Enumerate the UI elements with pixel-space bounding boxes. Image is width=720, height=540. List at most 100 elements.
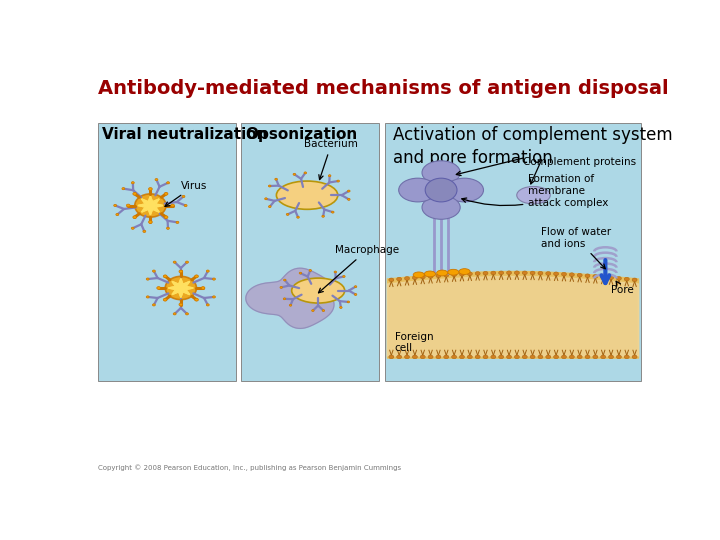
Circle shape — [577, 273, 582, 277]
Circle shape — [475, 355, 480, 359]
Text: Bacterium: Bacterium — [305, 139, 358, 180]
Circle shape — [304, 172, 307, 174]
Circle shape — [212, 296, 215, 298]
Text: Activation of complement system
and pore formation: Activation of complement system and pore… — [393, 126, 672, 166]
Circle shape — [562, 355, 567, 359]
Circle shape — [593, 355, 598, 359]
Circle shape — [289, 305, 292, 306]
Circle shape — [428, 355, 433, 359]
Circle shape — [546, 355, 551, 359]
Circle shape — [126, 204, 130, 207]
Text: Virus: Virus — [165, 181, 207, 206]
Circle shape — [132, 192, 137, 195]
Circle shape — [436, 274, 441, 278]
Circle shape — [483, 271, 488, 275]
Text: Viral neutralization: Viral neutralization — [102, 127, 268, 142]
Circle shape — [184, 205, 187, 207]
Polygon shape — [387, 276, 639, 356]
Circle shape — [283, 298, 286, 300]
Circle shape — [577, 355, 582, 359]
Circle shape — [420, 355, 426, 359]
Circle shape — [514, 271, 519, 275]
Circle shape — [116, 213, 119, 215]
Circle shape — [522, 271, 527, 275]
Circle shape — [334, 271, 336, 273]
Circle shape — [405, 355, 410, 359]
FancyBboxPatch shape — [384, 123, 642, 381]
Circle shape — [186, 261, 189, 263]
Circle shape — [459, 355, 464, 359]
Circle shape — [483, 355, 488, 359]
Circle shape — [280, 287, 282, 288]
Circle shape — [428, 274, 433, 278]
Circle shape — [405, 276, 410, 280]
Circle shape — [593, 274, 598, 278]
Polygon shape — [246, 268, 334, 328]
Circle shape — [632, 278, 637, 282]
Circle shape — [570, 355, 575, 359]
Circle shape — [328, 175, 331, 177]
Circle shape — [475, 272, 480, 275]
Circle shape — [420, 275, 426, 279]
Circle shape — [132, 216, 137, 219]
Circle shape — [600, 275, 606, 279]
Polygon shape — [168, 279, 194, 298]
Circle shape — [514, 355, 519, 359]
Text: Macrophage: Macrophage — [318, 245, 399, 293]
Text: Complement proteins: Complement proteins — [523, 157, 636, 166]
Circle shape — [499, 355, 504, 359]
Circle shape — [174, 261, 176, 263]
Circle shape — [608, 355, 613, 359]
Circle shape — [135, 194, 166, 217]
Circle shape — [122, 187, 125, 190]
Circle shape — [413, 276, 418, 280]
FancyBboxPatch shape — [240, 123, 379, 381]
Circle shape — [616, 276, 621, 280]
Circle shape — [436, 355, 441, 359]
Circle shape — [467, 355, 472, 359]
Circle shape — [322, 309, 325, 312]
Circle shape — [131, 181, 135, 184]
Circle shape — [287, 213, 289, 215]
Circle shape — [166, 227, 169, 230]
Circle shape — [194, 275, 199, 278]
Circle shape — [322, 215, 325, 217]
Circle shape — [554, 355, 559, 359]
Circle shape — [343, 275, 345, 278]
Circle shape — [265, 198, 267, 200]
Text: Formation of
membrane
attack complex: Formation of membrane attack complex — [462, 174, 608, 207]
Circle shape — [293, 173, 296, 176]
Circle shape — [426, 178, 457, 202]
Circle shape — [164, 192, 168, 195]
Circle shape — [163, 298, 167, 301]
Circle shape — [538, 355, 543, 359]
Circle shape — [157, 287, 161, 289]
Circle shape — [309, 269, 312, 272]
Circle shape — [451, 355, 456, 359]
Ellipse shape — [424, 271, 436, 277]
Ellipse shape — [422, 161, 460, 185]
Circle shape — [616, 355, 621, 359]
Ellipse shape — [413, 272, 424, 278]
Circle shape — [146, 278, 149, 280]
Ellipse shape — [292, 278, 345, 303]
Circle shape — [165, 276, 197, 300]
Circle shape — [397, 277, 402, 281]
Circle shape — [562, 272, 567, 276]
Circle shape — [166, 181, 169, 184]
Circle shape — [275, 178, 277, 180]
Circle shape — [312, 309, 314, 312]
Text: Foreign
cell: Foreign cell — [395, 332, 433, 353]
Circle shape — [507, 355, 511, 359]
Ellipse shape — [276, 181, 338, 210]
Circle shape — [632, 355, 637, 359]
Circle shape — [348, 198, 350, 200]
Circle shape — [212, 278, 215, 280]
Circle shape — [163, 275, 167, 278]
Text: Flow of water
and ions: Flow of water and ions — [541, 227, 611, 269]
Circle shape — [143, 230, 145, 232]
Circle shape — [354, 294, 357, 295]
Circle shape — [554, 272, 559, 276]
Circle shape — [269, 185, 271, 187]
Circle shape — [444, 273, 449, 277]
